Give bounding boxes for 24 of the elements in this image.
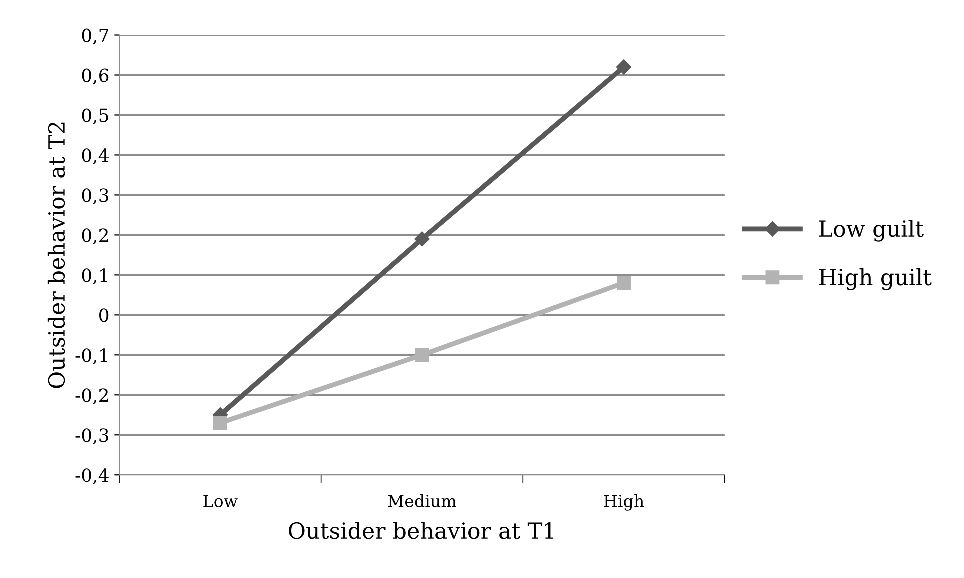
y-tick-label: -0,3: [76, 428, 108, 444]
y-tick-label: 0: [100, 308, 109, 322]
point: [414, 232, 430, 247]
legend-label: High guilt: [819, 268, 932, 290]
x-tick-label: Medium: [388, 494, 457, 508]
x-tick-label: High: [604, 494, 644, 511]
point: [213, 416, 228, 430]
y-tick-label: 0,4: [82, 148, 109, 165]
x-axis-title: Outsider behavior at T1: [289, 522, 554, 540]
y-axis-title: Outsider behavior at T2: [48, 122, 66, 388]
x-tick-label: Low: [204, 495, 238, 508]
y-tick-label: 0,2: [82, 228, 108, 245]
point: [617, 276, 631, 290]
y-tick-label: 0,6: [82, 68, 109, 85]
y-tick-label: -0,2: [76, 388, 108, 404]
y-tick-label: -0,4: [76, 468, 109, 484]
point: [415, 348, 430, 362]
y-tick-label: 0,7: [82, 28, 109, 45]
point: [616, 60, 632, 75]
legend-label: Low guilt: [819, 220, 924, 242]
y-tick-label: -0,1: [76, 348, 108, 364]
y-tick-label: 0,3: [82, 188, 108, 205]
y-tick-label: 0,5: [82, 108, 108, 125]
y-tick-label: 0,1: [82, 268, 108, 284]
